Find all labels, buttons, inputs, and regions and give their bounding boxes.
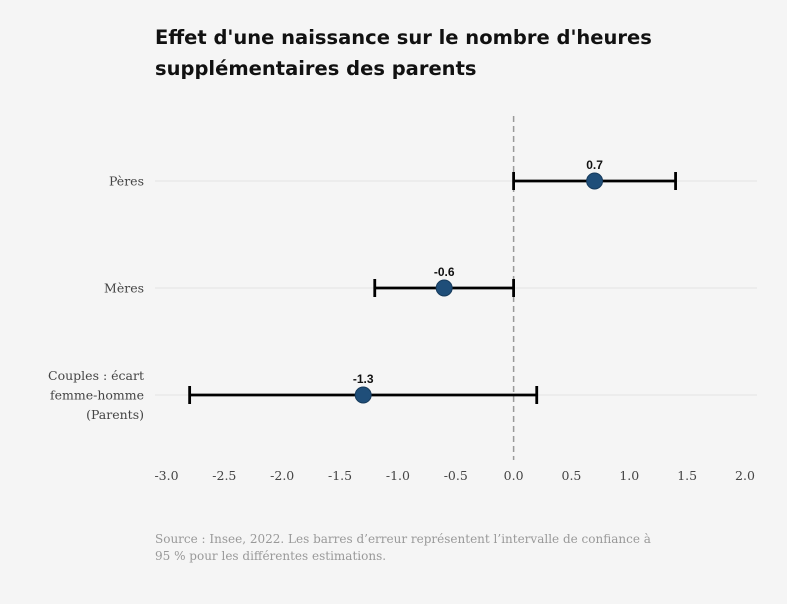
x-tick-label: 1.5	[677, 468, 697, 483]
source-note: Source : Insee, 2022. Les barres d’erreu…	[155, 532, 651, 563]
category-label: Couples : écart	[48, 368, 144, 383]
data-label: -1.3	[353, 372, 374, 386]
data-label: 0.7	[586, 158, 603, 172]
x-tick-label: -1.0	[386, 468, 410, 483]
category-label: femme-homme	[50, 388, 144, 403]
x-tick-label: -2.0	[270, 468, 294, 483]
x-tick-label: 0.0	[504, 468, 524, 483]
x-tick-label: 2.0	[735, 468, 755, 483]
x-tick-label: -3.0	[154, 468, 178, 483]
x-tick-label: -2.5	[212, 468, 236, 483]
x-tick-label: 1.0	[619, 468, 639, 483]
chart-title: Effet d'une naissance sur le nombre d'he…	[155, 26, 652, 80]
x-tick-label: -0.5	[444, 468, 468, 483]
category-label: Mères	[104, 281, 144, 296]
data-point	[586, 172, 604, 190]
x-tick-label: 0.5	[562, 468, 582, 483]
data-label: -0.6	[434, 265, 455, 279]
data-point	[354, 386, 372, 404]
category-label: Pères	[109, 174, 144, 189]
x-tick-label: -1.5	[328, 468, 352, 483]
category-label: (Parents)	[86, 407, 144, 422]
data-point	[435, 279, 453, 297]
